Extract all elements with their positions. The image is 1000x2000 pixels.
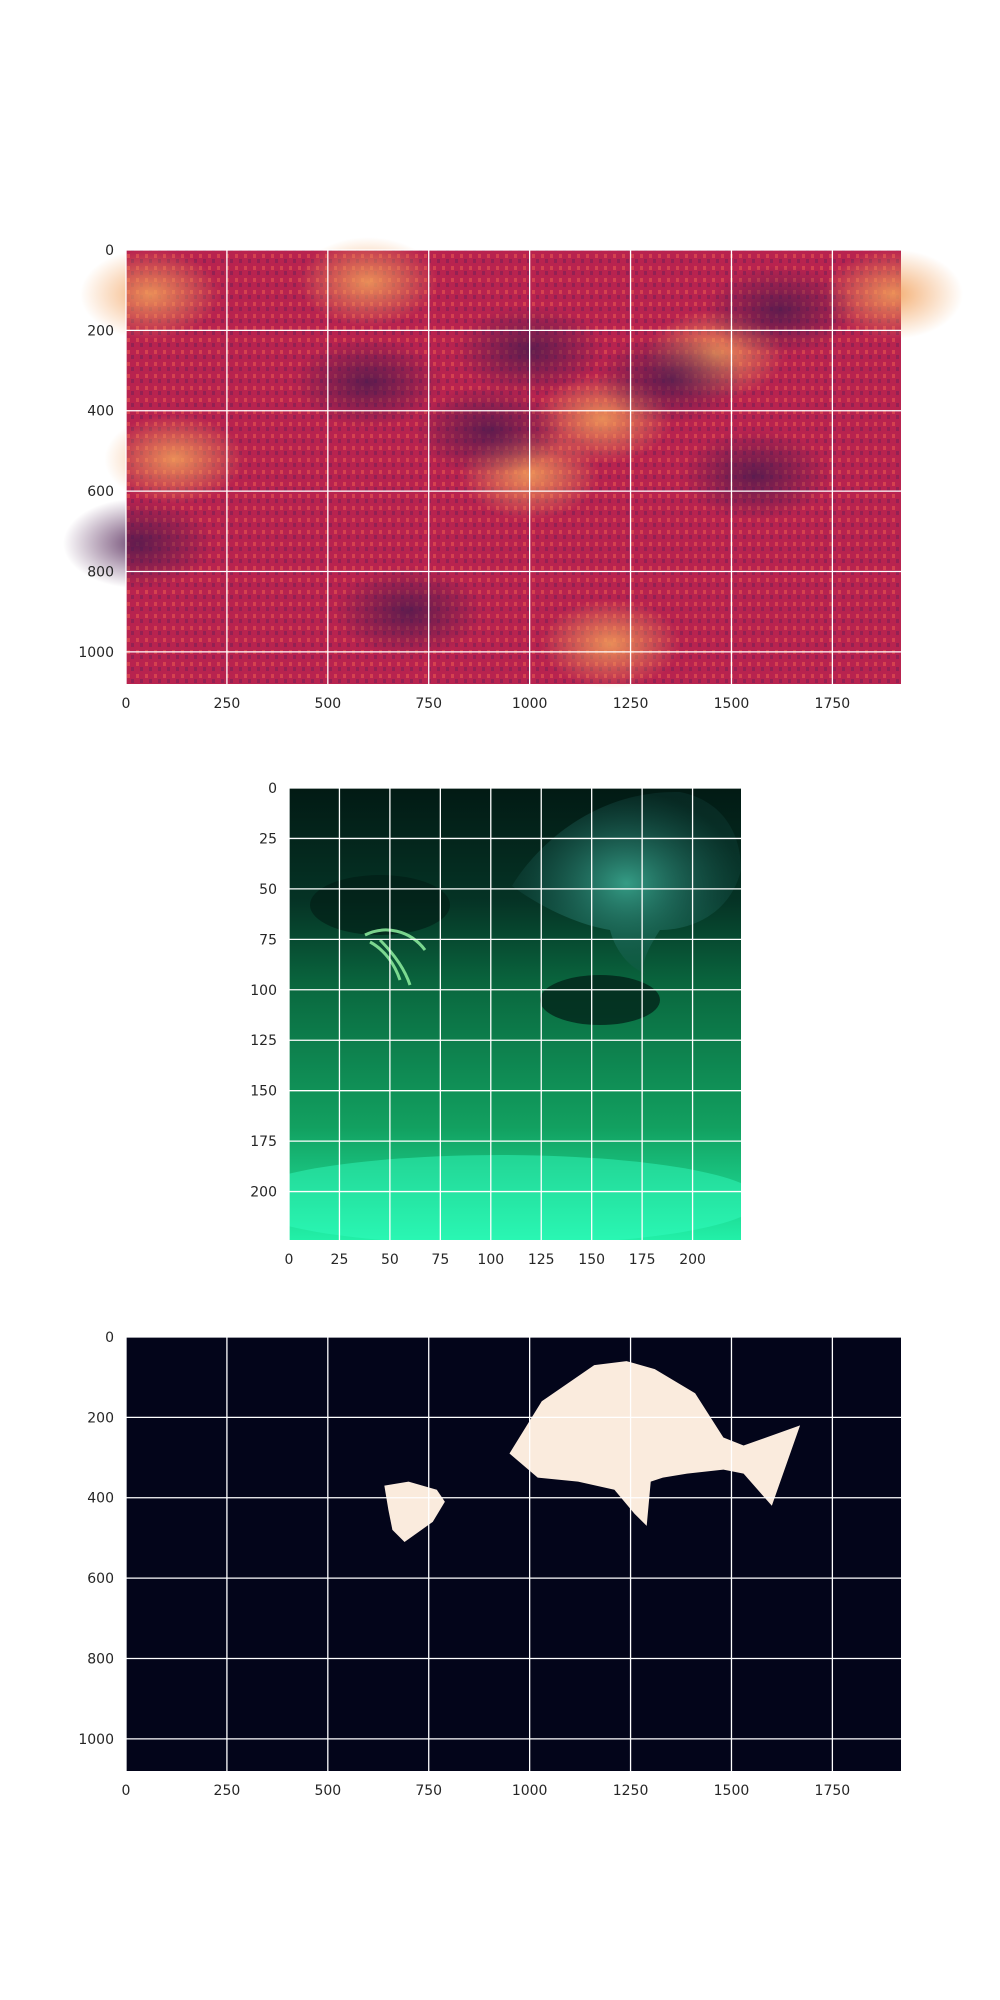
mask-x-ticks: 0 250 500 750 1000 1250 1500 1750 — [122, 1783, 851, 1799]
x-tick-label: 175 — [629, 1252, 656, 1268]
y-tick-label: 800 — [87, 1651, 114, 1667]
y-tick-label: 200 — [250, 1185, 277, 1201]
y-tick-label: 200 — [87, 1410, 114, 1426]
small-fish-mask — [384, 1481, 445, 1542]
x-tick-label: 125 — [528, 1252, 555, 1268]
heatmap-hot-region — [822, 249, 963, 340]
reef-rock-dark — [540, 975, 660, 1025]
y-tick-label: 100 — [250, 983, 277, 999]
mask-grid — [125, 1336, 901, 1771]
x-tick-label: 1000 — [512, 696, 548, 712]
y-tick-label: 75 — [259, 932, 277, 948]
heatmap-grid — [125, 249, 901, 684]
heatmap-cold-region — [595, 333, 746, 424]
y-tick-label: 125 — [250, 1033, 277, 1049]
fish-silhouette — [512, 791, 741, 975]
x-tick-label: 1250 — [613, 1783, 649, 1799]
heatmap-cold-region — [293, 337, 444, 428]
x-tick-label: 0 — [122, 696, 131, 712]
reef-rock-dark — [310, 875, 450, 935]
x-tick-label: 750 — [415, 1783, 442, 1799]
y-tick-label: 600 — [87, 484, 114, 500]
x-tick-label: 250 — [214, 696, 241, 712]
heatmap-intensity-regions — [63, 237, 963, 689]
y-tick-label: 400 — [87, 404, 114, 420]
heatmap-hot-region — [298, 237, 439, 328]
y-tick-label: 400 — [87, 1491, 114, 1507]
x-tick-label: 25 — [331, 1252, 349, 1268]
x-tick-label: 750 — [415, 696, 442, 712]
heatmap-cold-region — [414, 385, 565, 476]
heatmap-cold-region — [680, 430, 831, 521]
x-tick-label: 1750 — [815, 1783, 851, 1799]
y-tick-label: 1000 — [78, 645, 114, 661]
y-tick-label: 800 — [87, 564, 114, 580]
heatmap-x-ticks: 0 250 500 750 1000 1250 1500 1750 — [122, 696, 851, 712]
x-tick-label: 150 — [578, 1252, 605, 1268]
mask-shapes — [384, 1361, 801, 1542]
segmentation-mask-panel: 0 250 500 750 1000 1250 1500 1750 0 200 400 600 800… — [78, 1330, 901, 1799]
photo-grid — [288, 787, 741, 1240]
mask-background — [126, 1337, 901, 1771]
photo-y-ticks: 0 25 50 75 100 125 150 175 200 — [250, 781, 277, 1201]
x-tick-label: 1500 — [714, 696, 750, 712]
heatmap-hot-region — [104, 413, 245, 504]
y-tick-label: 0 — [268, 781, 277, 797]
heatmap-cold-region — [63, 498, 214, 589]
mask-y-ticks: 0 200 400 600 800 1000 — [78, 1330, 114, 1748]
x-tick-label: 200 — [679, 1252, 706, 1268]
x-tick-label: 0 — [285, 1252, 294, 1268]
y-tick-label: 0 — [105, 1330, 114, 1346]
reef-photo-panel: 0 25 50 75 100 125 150 175 200 0 25 50 75 100 125 150 1… — [250, 781, 741, 1268]
heatmap-y-ticks: 0 200 400 600 800 1000 — [78, 243, 114, 661]
x-tick-label: 100 — [477, 1252, 504, 1268]
y-tick-label: 175 — [250, 1134, 277, 1150]
reef-patch-bright — [289, 1155, 741, 1240]
small-fish-fins — [364, 928, 427, 986]
heatmap-cold-region — [704, 265, 855, 356]
y-tick-label: 0 — [105, 243, 114, 259]
x-tick-label: 1750 — [815, 696, 851, 712]
x-tick-label: 1000 — [512, 1783, 548, 1799]
heatmap-hot-region — [80, 249, 221, 340]
x-tick-label: 1500 — [714, 1783, 750, 1799]
x-tick-label: 1250 — [613, 696, 649, 712]
large-fish-mask — [509, 1361, 801, 1526]
x-tick-label: 0 — [122, 1783, 131, 1799]
y-tick-label: 1000 — [78, 1732, 114, 1748]
x-tick-label: 500 — [314, 696, 341, 712]
y-tick-label: 150 — [250, 1084, 277, 1100]
y-tick-label: 200 — [87, 323, 114, 339]
y-tick-label: 25 — [259, 831, 277, 847]
heatmap-cold-region — [333, 566, 484, 657]
heatmap-hot-region — [540, 598, 681, 689]
x-tick-label: 250 — [214, 1783, 241, 1799]
x-tick-label: 50 — [381, 1252, 399, 1268]
photo-x-ticks: 0 25 50 75 100 125 150 175 200 — [285, 1252, 706, 1268]
x-tick-label: 500 — [314, 1783, 341, 1799]
feature-heatmap-panel: 0 250 500 750 1000 1250 1500 1750 0 200 400 600 800… — [63, 237, 963, 712]
y-tick-label: 50 — [259, 882, 277, 898]
y-tick-label: 600 — [87, 1571, 114, 1587]
x-tick-label: 75 — [431, 1252, 449, 1268]
